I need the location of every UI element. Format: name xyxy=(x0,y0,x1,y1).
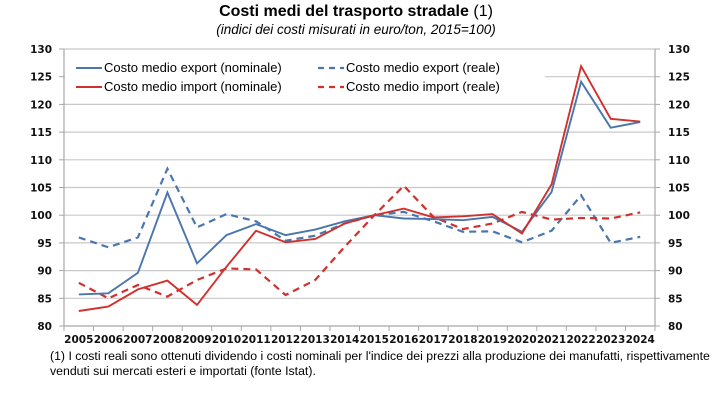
x-tick-label: 2008 xyxy=(153,334,182,346)
y-tick-label-left: 110 xyxy=(30,155,52,167)
y-tick-label-right: 115 xyxy=(668,127,690,139)
y-tick-label-right: 130 xyxy=(668,44,690,56)
y-tick-label-left: 130 xyxy=(30,44,52,56)
x-tick-label: 2007 xyxy=(123,334,152,346)
y-tick-label-left: 90 xyxy=(37,266,52,278)
y-axis-right-labels: 80 85 90 95 100 105 110 115 120 125 130 xyxy=(668,44,690,333)
legend-label: Costo medio import (reale) xyxy=(346,79,500,94)
y-tick-label-right: 110 xyxy=(668,155,690,167)
y-tick-label-right: 95 xyxy=(668,238,683,250)
x-tick-label: 2010 xyxy=(212,334,241,346)
x-tick-label: 2013 xyxy=(301,334,330,346)
x-tick-label: 2012 xyxy=(271,334,300,346)
x-tick-label: 2020 xyxy=(507,334,536,346)
y-tick-label-left: 115 xyxy=(30,127,52,139)
y-tick-label-left: 80 xyxy=(37,321,52,333)
y-tick-label-left: 100 xyxy=(30,210,52,222)
legend-label: Costo medio import (nominale) xyxy=(104,79,282,94)
y-tick-label-right: 125 xyxy=(668,72,690,84)
chart-title: Costi medi del trasporto stradale (1) xyxy=(0,3,712,21)
series-lines xyxy=(78,63,641,312)
series-line-costo-medio-import-reale xyxy=(78,184,641,300)
x-tick-label: 2019 xyxy=(478,334,507,346)
series-line-costo-medio-export-nominale xyxy=(78,79,641,296)
legend-label: Costo medio export (nominale) xyxy=(104,60,282,75)
chart-title-text: Costi medi del trasporto stradale xyxy=(219,3,469,20)
y-tick-label-left: 105 xyxy=(30,183,52,195)
y-tick-label-left: 120 xyxy=(30,99,52,111)
x-axis-labels: 2005 2006 2007 2008 2009 2010 2011 2012 2013 2014… xyxy=(64,334,655,346)
legend-label: Costo medio export (reale) xyxy=(346,60,500,75)
x-tick-label: 2006 xyxy=(94,334,123,346)
y-axis-left-labels: 80 85 90 95 100 105 110 115 120 125 130 xyxy=(30,44,52,333)
x-tick-label: 2014 xyxy=(330,334,359,346)
x-tick-label: 2022 xyxy=(567,334,596,346)
series-line-costo-medio-import-nominale xyxy=(78,63,641,312)
y-tick-label-right: 90 xyxy=(668,266,683,278)
x-tick-label: 2009 xyxy=(182,334,211,346)
y-tick-label-right: 120 xyxy=(668,99,690,111)
x-tick-label: 2011 xyxy=(241,334,270,346)
legend: Costo medio export (nominale) Costo medio… xyxy=(65,51,545,102)
x-tick-label: 2018 xyxy=(448,334,477,346)
footnote: (1) I costi reali sono ottenuti dividend… xyxy=(50,349,710,378)
y-tick-label-right: 80 xyxy=(668,321,683,333)
x-tick-label: 2017 xyxy=(419,334,448,346)
y-tick-label-left: 85 xyxy=(37,293,52,305)
x-tick-label: 2024 xyxy=(626,334,655,346)
y-tick-label-right: 105 xyxy=(668,183,690,195)
axes xyxy=(59,48,660,331)
legend-box xyxy=(65,51,545,102)
chart-subtitle: (indici dei costi misurati in euro/ton, … xyxy=(216,22,496,37)
y-tick-label-right: 85 xyxy=(668,293,683,305)
x-tick-label: 2023 xyxy=(596,334,625,346)
x-tick-label: 2005 xyxy=(64,334,93,346)
y-tick-label-right: 100 xyxy=(668,210,690,222)
x-tick-label: 2021 xyxy=(537,334,566,346)
x-tick-label: 2015 xyxy=(360,334,389,346)
y-tick-label-left: 125 xyxy=(30,72,52,84)
x-tick-label: 2016 xyxy=(389,334,418,346)
series-line-costo-medio-export-reale xyxy=(78,166,641,249)
y-tick-label-left: 95 xyxy=(37,238,52,250)
chart-title-note-ref: (1) xyxy=(473,3,493,20)
